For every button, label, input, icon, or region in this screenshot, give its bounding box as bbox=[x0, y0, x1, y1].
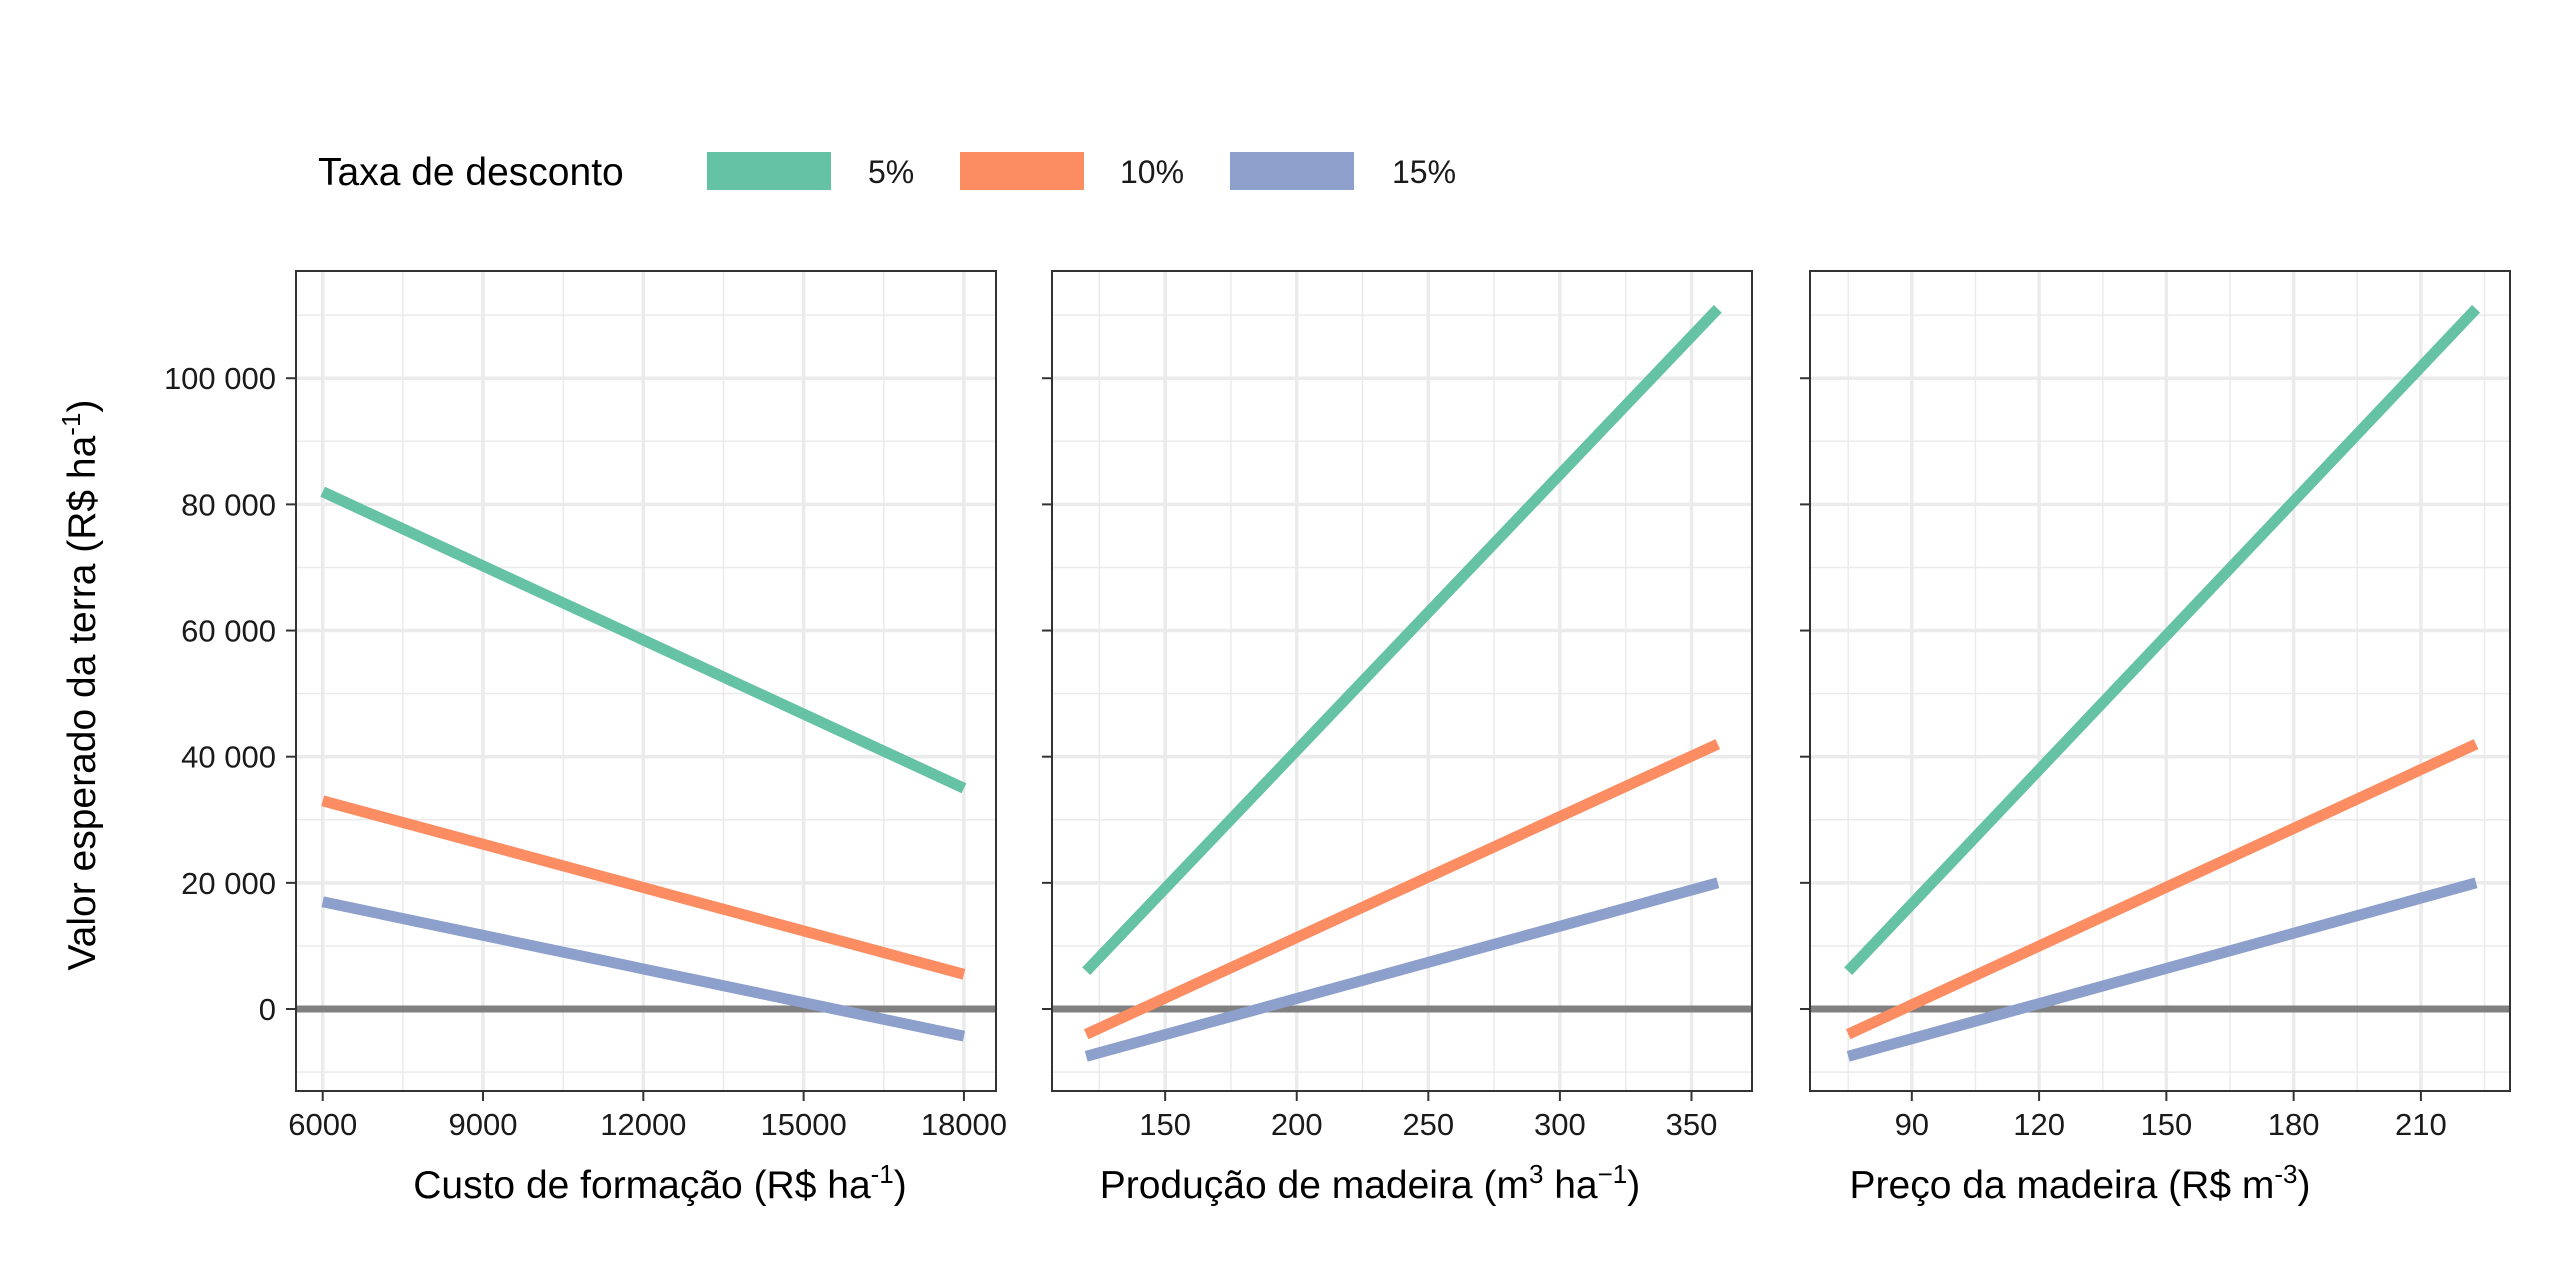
x-axis-title-3: Preço da madeira (R$ m-3) bbox=[1850, 1159, 2311, 1207]
x-tick-label: 9000 bbox=[449, 1107, 518, 1142]
panel-border bbox=[1809, 270, 2511, 1092]
panel-custo-formacao: 6000 9000 12000 15000 18000 bbox=[286, 270, 1007, 1142]
panel-producao-madeira: 150 200 250 300 350 bbox=[1042, 270, 1753, 1142]
x-tick-label: 90 bbox=[1895, 1107, 1929, 1142]
y-tick-label: 80 000 bbox=[181, 487, 276, 522]
x-axis-title-1-close: ) bbox=[894, 1164, 907, 1207]
series-line-15 bbox=[321, 896, 966, 1042]
y-tick-label: 40 000 bbox=[181, 740, 276, 775]
x-tick-label: 180 bbox=[2268, 1107, 2320, 1142]
x-tick-label: 15000 bbox=[761, 1107, 847, 1142]
y-axis-title-main: Valor esperado da terra (R$ ha bbox=[61, 435, 104, 970]
y-tick-label: 0 bbox=[259, 992, 276, 1027]
x-tick-label: 18000 bbox=[921, 1107, 1007, 1142]
x-tick-label: 150 bbox=[2140, 1107, 2192, 1142]
legend-key-5 bbox=[707, 152, 831, 190]
y-axis-title: Valor esperado da terra (R$ ha-1) bbox=[56, 400, 104, 971]
panel-preco-madeira: 90 120 150 180 210 bbox=[1800, 270, 2511, 1142]
panel-border bbox=[295, 270, 997, 1092]
x-tick-label: 350 bbox=[1666, 1107, 1718, 1142]
x-tick-label: 120 bbox=[2013, 1107, 2065, 1142]
y-axis-title-close: ) bbox=[61, 400, 104, 413]
legend-label-15: 15% bbox=[1392, 154, 1456, 190]
x-tick-label: 12000 bbox=[600, 1107, 686, 1142]
x-axis-title-1-main: Custo de formação (R$ ha bbox=[413, 1164, 871, 1207]
panel-background bbox=[1052, 271, 1752, 1091]
legend-label-5: 5% bbox=[868, 154, 914, 190]
x-tick-label: 250 bbox=[1402, 1107, 1454, 1142]
x-axis-title-1-sup: -1 bbox=[871, 1159, 894, 1189]
x-axis-title-3-sup: -3 bbox=[2274, 1159, 2297, 1189]
x-axis-title-3-main: Preço da madeira (R$ m bbox=[1850, 1164, 2275, 1207]
x-tick-label: 300 bbox=[1534, 1107, 1586, 1142]
legend: Taxa de desconto 5% 10% 15% bbox=[318, 151, 1456, 194]
y-axis-tick-labels: 0 20 000 40 000 60 000 80 000 100 000 bbox=[164, 361, 276, 1027]
x-tick-label: 210 bbox=[2395, 1107, 2447, 1142]
series-line-10 bbox=[1083, 739, 1721, 1040]
x-tick-label: 150 bbox=[1139, 1107, 1191, 1142]
y-tick-label: 100 000 bbox=[164, 361, 276, 396]
series-line-5 bbox=[1844, 305, 2481, 975]
series-line-15 bbox=[1846, 877, 2478, 1062]
x-axis-title-2: Produção de madeira (m3 ha−1) bbox=[1100, 1159, 1641, 1207]
y-tick-label: 20 000 bbox=[181, 866, 276, 901]
x-tick-label: 200 bbox=[1271, 1107, 1323, 1142]
x-axis-title-1: Custo de formação (R$ ha-1) bbox=[413, 1159, 907, 1207]
x-axis-title-2-sup: 3 bbox=[1529, 1159, 1543, 1189]
x-tick-label: 6000 bbox=[288, 1107, 357, 1142]
x-axis-title-2-close: ) bbox=[1627, 1164, 1640, 1207]
legend-entry-15: 15% bbox=[1230, 152, 1456, 190]
legend-title: Taxa de desconto bbox=[318, 151, 624, 194]
series-line-15 bbox=[1084, 877, 1720, 1062]
x-axis-title-2-sup2: −1 bbox=[1598, 1159, 1628, 1189]
x-axis-title-2-mid: ha bbox=[1543, 1164, 1598, 1207]
legend-key-10 bbox=[960, 152, 1084, 190]
legend-label-10: 10% bbox=[1120, 154, 1184, 190]
series-line-5 bbox=[320, 486, 967, 794]
legend-entry-5: 5% bbox=[707, 152, 914, 190]
legend-key-15 bbox=[1230, 152, 1354, 190]
panel-background bbox=[1810, 271, 2510, 1091]
series-line-10 bbox=[321, 795, 966, 980]
y-axis-title-sup: -1 bbox=[56, 413, 86, 436]
panel-border bbox=[1051, 270, 1753, 1092]
series-line-10 bbox=[1845, 739, 2479, 1040]
x-axis-title-3-close: ) bbox=[2297, 1164, 2310, 1207]
series-line-5 bbox=[1082, 305, 1722, 975]
legend-entry-10: 10% bbox=[960, 152, 1184, 190]
y-tick-label: 60 000 bbox=[181, 614, 276, 649]
x-axis-title-2-main: Produção de madeira (m bbox=[1100, 1164, 1529, 1207]
